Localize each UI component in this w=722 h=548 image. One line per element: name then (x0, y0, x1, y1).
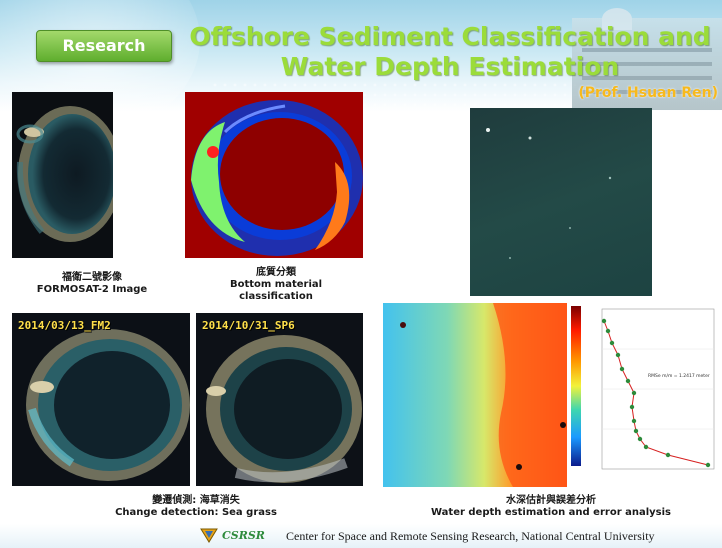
date-label-after: 2014/10/31_SP6 (202, 319, 295, 332)
sea-texture-graphic (486, 128, 612, 259)
classification-map-graphic (185, 92, 363, 258)
change-image-before: 2014/03/13_FM2 (12, 313, 190, 486)
atoll-after-graphic (196, 313, 363, 486)
formosat-caption-en: FORMOSAT-2 Image (36, 284, 148, 295)
change-caption-zh: 變遷偵測: 海草消失 (152, 495, 240, 506)
depth-caption-en: Water depth estimation and error analysi… (431, 507, 671, 518)
formosat-caption-zh: 福衛二號影像 (62, 272, 122, 283)
footer-institution: Center for Space and Remote Sensing Rese… (286, 529, 655, 543)
title-line-1: Offshore Sediment Classification and (189, 22, 711, 51)
research-tab-label: Research (62, 36, 146, 55)
formosat-caption: 福衛二號影像 FORMOSAT-2 Image (12, 272, 172, 296)
depth-colorbar (571, 306, 581, 466)
bottom-classification-image (185, 92, 363, 258)
depth-caption: 水深估計與誤差分析 Water depth estimation and err… (383, 495, 719, 519)
bottom-caption-en-1: Bottom material (229, 279, 323, 290)
change-caption: 變遷偵測: 海草消失 Change detection: Sea grass (96, 495, 296, 519)
bottom-caption-en-2: classification (239, 291, 313, 302)
footer-bar: CSRSR Center for Space and Remote Sensin… (0, 524, 722, 548)
depth-map-image (383, 303, 567, 487)
footer-brand: CSRSR (222, 529, 265, 542)
atoll-before-graphic (12, 313, 190, 486)
formosat-image (12, 92, 113, 258)
bottom-caption-zh: 底質分類 (256, 267, 296, 278)
rmse-label: RMSe m/m = 1.2417 meter (648, 373, 710, 379)
depth-caption-zh: 水深估計與誤差分析 (506, 495, 596, 506)
author-credit: (Prof. Hsuan Ren) (578, 85, 718, 101)
formosat-atoll-graphic (12, 92, 113, 258)
depth-error-chart: RMSe m/m = 1.2417 meter (588, 303, 719, 487)
change-image-after: 2014/10/31_SP6 (196, 313, 363, 486)
date-label-before: 2014/03/13_FM2 (18, 319, 111, 332)
csrsr-logo-icon (200, 528, 218, 543)
research-tab: Research (36, 30, 172, 62)
change-caption-en: Change detection: Sea grass (115, 507, 277, 518)
bottom-caption: 底質分類 Bottom material classification (196, 267, 356, 303)
depth-map-graphic (383, 303, 567, 487)
slide-title: Offshore Sediment Classification and Wat… (150, 22, 722, 82)
depth-error-plot: RMSe m/m = 1.2417 meter (601, 308, 715, 470)
sea-surface-image (470, 108, 652, 296)
building-photo (572, 8, 722, 110)
title-line-2: Water Depth Estimation (280, 52, 620, 81)
